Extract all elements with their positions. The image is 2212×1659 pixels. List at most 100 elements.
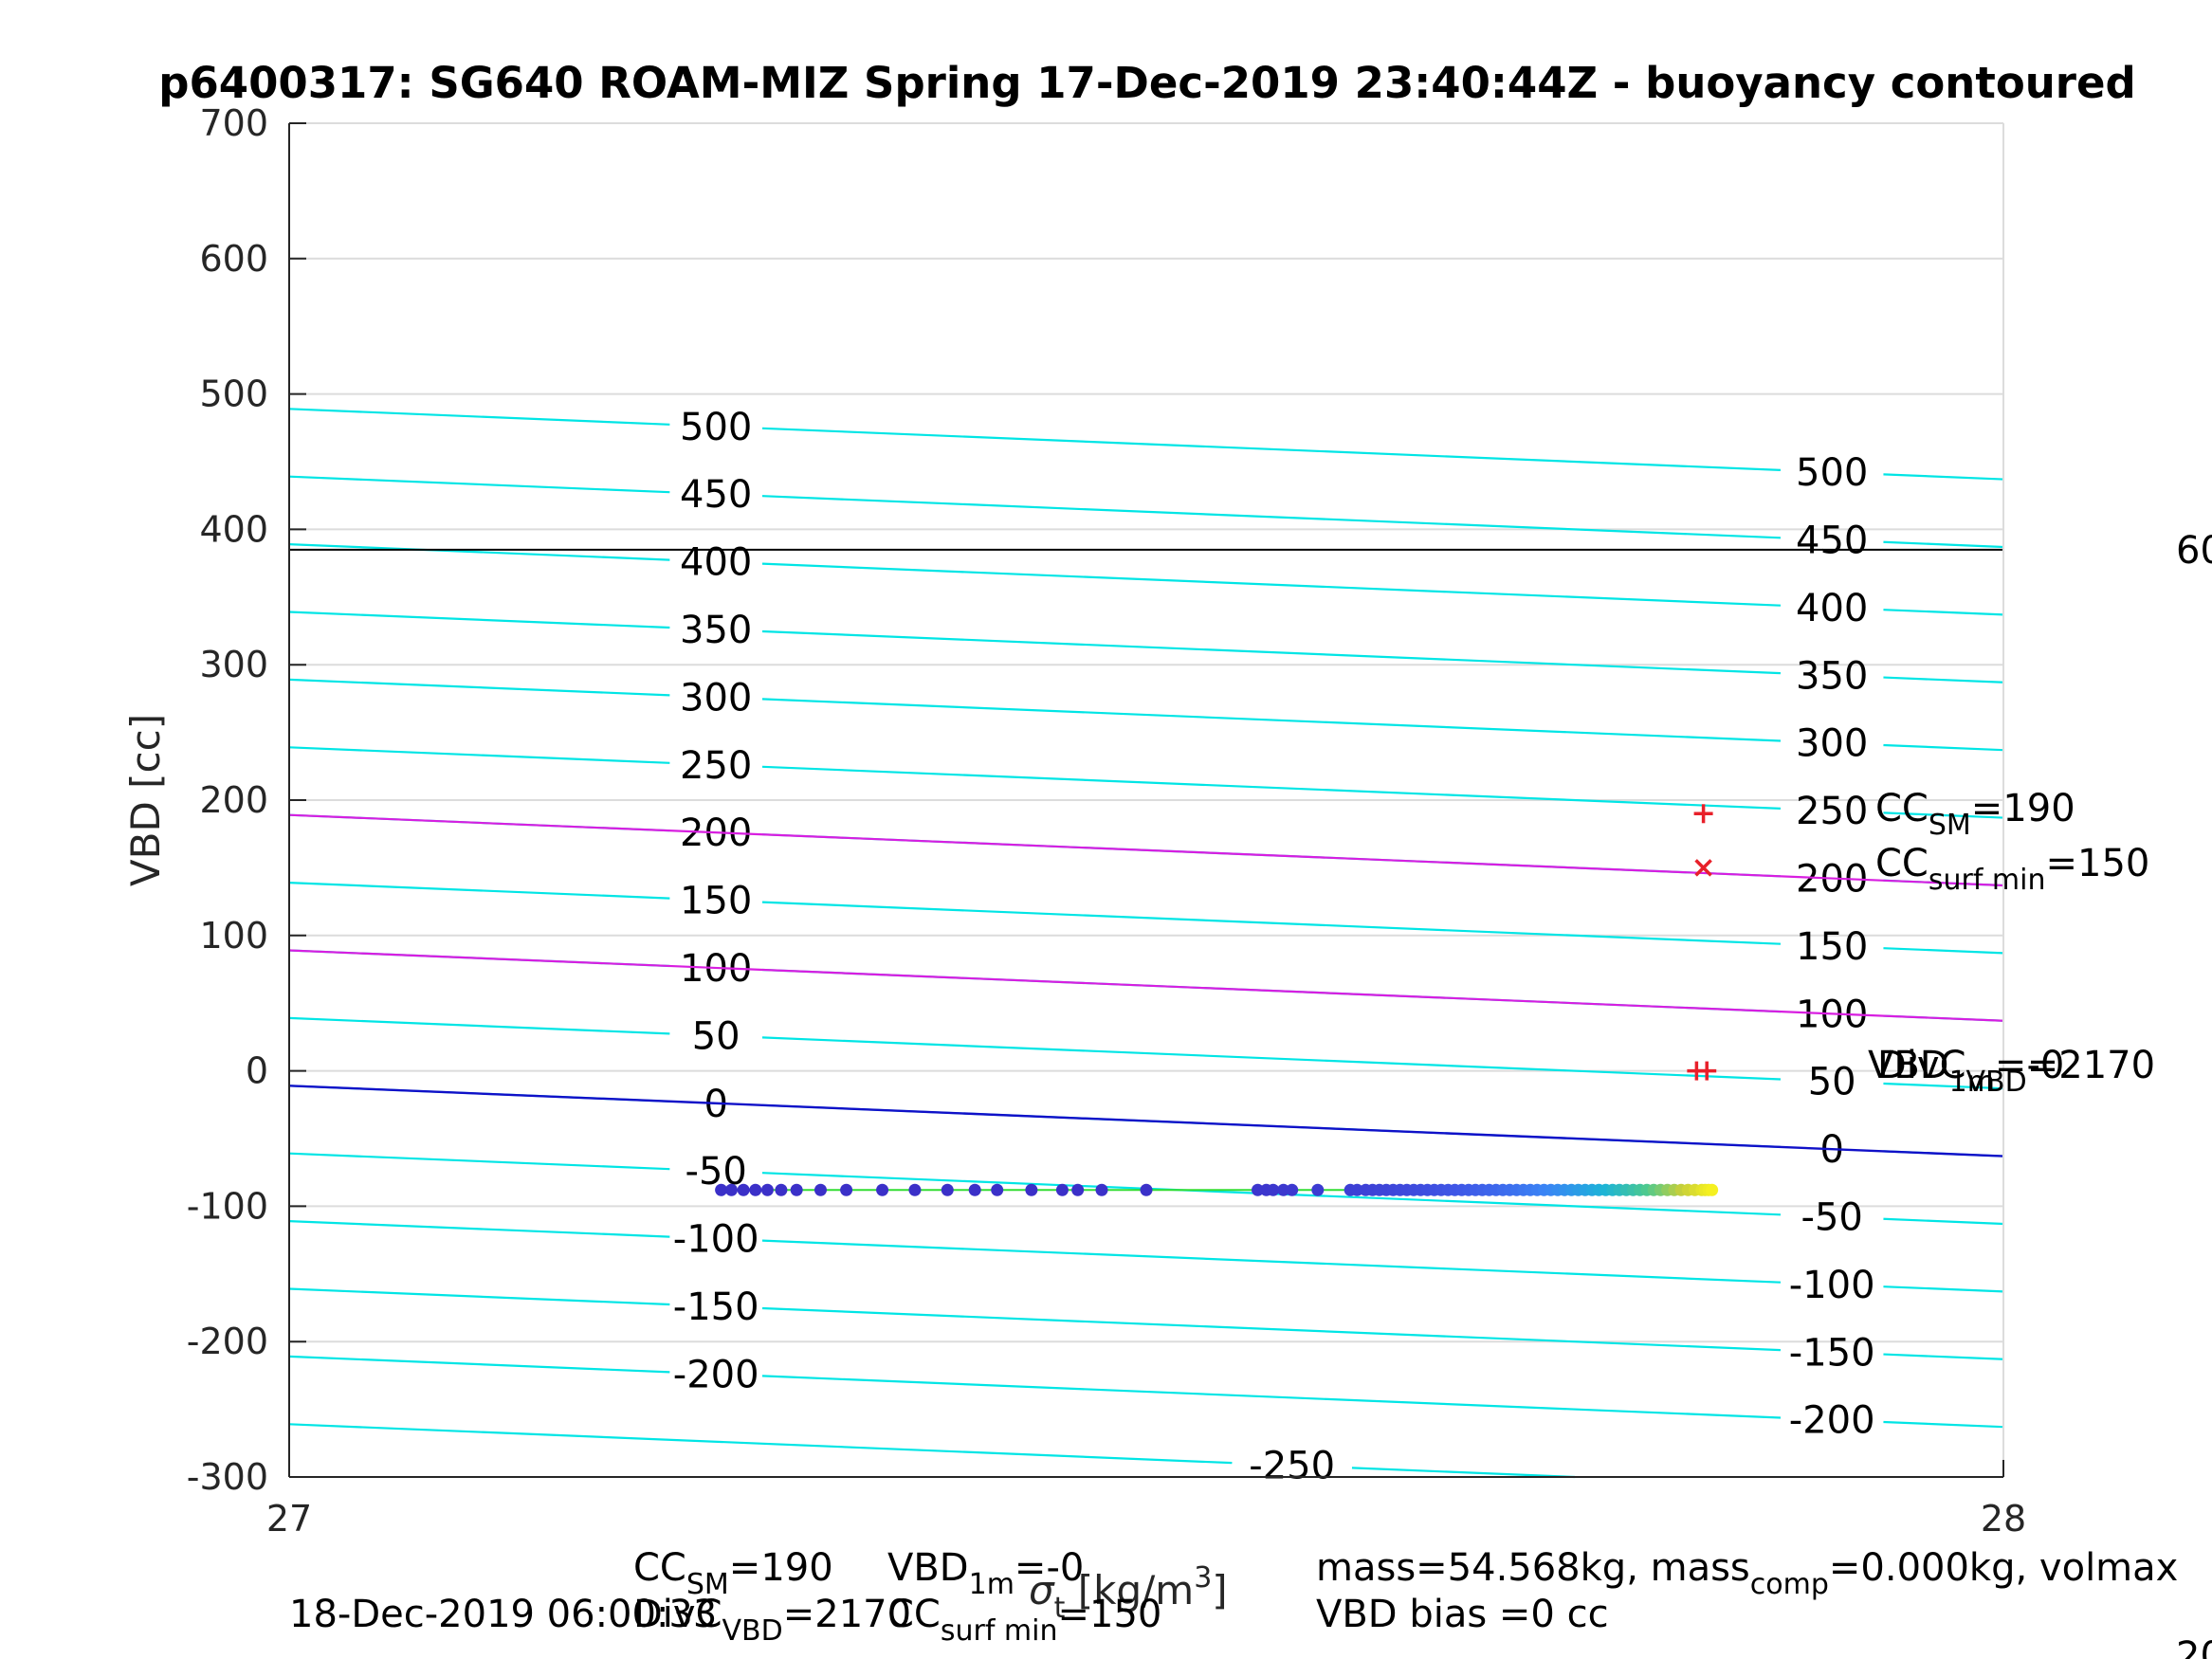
footer-cc-surf-min: CCsurf min=150 xyxy=(887,1593,1161,1648)
buoyancy-contour xyxy=(1883,609,2004,616)
divc-vbd-annotation: DivCVBD=2170 xyxy=(1877,1044,2155,1099)
buoyancy-contour xyxy=(1883,947,2004,955)
buoyancy-contour xyxy=(288,1016,670,1035)
y-tick-label: -200 xyxy=(187,1321,268,1362)
y-tick-label: 100 xyxy=(199,915,268,957)
buoyancy-contour xyxy=(761,562,1782,607)
x-axis-label-close: ] xyxy=(1212,1567,1227,1613)
buoyancy-contour xyxy=(288,1152,670,1171)
axes xyxy=(288,122,2004,1478)
footer-vbd-bias: VBD bias =0 cc xyxy=(1316,1593,1609,1636)
buoyancy-contour xyxy=(288,1423,1233,1465)
contour-label-right: 150 xyxy=(1796,925,1868,969)
zero-buoyancy-line xyxy=(288,1085,2004,1158)
buoyancy-contour xyxy=(1883,743,2004,752)
contour-label-right: 300 xyxy=(1796,722,1868,766)
contour-label-right: 50 xyxy=(1808,1061,1856,1104)
y-tick-label: 200 xyxy=(199,779,268,821)
cc-sm-annotation: CCSM=190 xyxy=(1875,787,2075,842)
contour-label-left: 250 xyxy=(680,744,752,788)
scatter-point xyxy=(1267,1183,1280,1196)
buoyancy-contour xyxy=(1883,540,2004,549)
scatter-point xyxy=(1025,1183,1038,1196)
buoyancy-contour xyxy=(1883,1082,2004,1090)
contour-label-left: 50 xyxy=(692,1014,740,1058)
y-tick-labels: 700 600 500 400 300 200 100 0 -100 -200 -300 xyxy=(187,102,268,1498)
scatter-point xyxy=(1140,1183,1153,1196)
horizontal-line-label: 60 xyxy=(2176,529,2212,573)
scatter-point xyxy=(790,1183,803,1196)
scatter-point xyxy=(724,1183,738,1196)
vbd-1m-annotation: VBD1m=-0 xyxy=(1868,1044,2064,1099)
buoyancy-contour xyxy=(288,611,670,629)
x-axis-label-units: [kg/m xyxy=(1065,1567,1194,1613)
buoyancy-contour xyxy=(1883,811,2004,819)
contour-label-right: 350 xyxy=(1796,654,1868,698)
y-tick-label: -100 xyxy=(187,1185,268,1227)
buoyancy-contour xyxy=(761,1036,1782,1081)
x-tick-labels: 27 28 xyxy=(266,1498,2026,1540)
footer-corner-number: 20 xyxy=(2176,1634,2212,1659)
contour-label-left: 400 xyxy=(680,541,752,585)
scatter-point xyxy=(1252,1183,1265,1196)
scatter-point xyxy=(968,1183,981,1196)
magenta-line xyxy=(288,813,2004,887)
buoyancy-contour xyxy=(761,427,1782,472)
scatter-point xyxy=(1286,1183,1299,1196)
chart-title: p6400317: SG640 ROAM-MIZ Spring 17-Dec-2… xyxy=(158,58,2135,108)
scatter-point xyxy=(760,1183,774,1196)
buoyancy-contour xyxy=(1351,1467,1576,1479)
contour-label-left: 450 xyxy=(680,473,752,517)
y-tick-label: 500 xyxy=(199,374,268,415)
x-axis-label-sigma: σ xyxy=(1029,1567,1055,1613)
contour-label-left: 500 xyxy=(680,406,752,449)
scatter-point xyxy=(1071,1183,1085,1196)
scatter-point xyxy=(1277,1183,1290,1196)
scatter-point xyxy=(941,1183,954,1196)
contour-label-left: 300 xyxy=(680,676,752,720)
buoyancy-contour xyxy=(761,901,1782,945)
buoyancy-contour xyxy=(761,495,1782,539)
buoyancy-contour xyxy=(761,698,1782,742)
scatter-point xyxy=(991,1183,1004,1196)
scatter-point xyxy=(840,1183,853,1196)
scatter-point xyxy=(1311,1183,1325,1196)
scatter-point xyxy=(1095,1183,1108,1196)
scatter-point xyxy=(775,1183,788,1196)
buoyancy-contour xyxy=(1883,1285,2004,1293)
y-tick-label: 0 xyxy=(246,1050,268,1092)
scatter-point xyxy=(749,1183,762,1196)
footer-vbd-1m: VBD1m=-0 xyxy=(887,1546,1084,1601)
buoyancy-contour xyxy=(288,475,670,494)
contour-label-right: -100 xyxy=(1789,1264,1875,1307)
contour-label-left: -250 xyxy=(1249,1445,1335,1488)
x-axis-label-sub: t xyxy=(1054,1592,1066,1625)
buoyancy-contour xyxy=(761,765,1782,811)
buoyancy-contour xyxy=(761,1375,1782,1419)
contour-label-right: -50 xyxy=(1801,1196,1863,1240)
footer-divc: DivCVBD=2170 xyxy=(633,1593,911,1648)
buoyancy-contour xyxy=(288,678,670,697)
footer-mass: mass=54.568kg, masscomp=0.000kg, volmax xyxy=(1316,1546,2178,1601)
buoyancy-contour xyxy=(1883,473,2004,481)
footer-timestamp: 18-Dec-2019 06:00:33 xyxy=(289,1593,717,1636)
scatter-points xyxy=(715,1183,1719,1196)
buoyancy-contour xyxy=(761,1306,1782,1352)
buoyancy-contour xyxy=(1883,1420,2004,1429)
scatter-point xyxy=(908,1183,922,1196)
buoyancy-contour xyxy=(761,629,1782,675)
buoyancy-contour xyxy=(1883,1353,2004,1360)
x-axis-label: σt [kg/m3] xyxy=(1029,1561,1228,1625)
contour-label-right: 450 xyxy=(1796,520,1868,563)
scatter-point xyxy=(814,1183,827,1196)
contour-label-right: -200 xyxy=(1789,1399,1875,1443)
y-tick-label: -300 xyxy=(187,1456,268,1498)
y-tick-label: 600 xyxy=(199,238,268,280)
contour-labels: 5005004504504004003503503003002502502002… xyxy=(673,406,1875,1488)
buoyancy-contour xyxy=(288,1355,670,1374)
contour-label-left: -100 xyxy=(673,1218,759,1262)
scatter-point xyxy=(1350,1183,1363,1196)
footer-cc-sm: CCSM=190 xyxy=(633,1546,833,1601)
buoyancy-contour xyxy=(288,1220,670,1238)
